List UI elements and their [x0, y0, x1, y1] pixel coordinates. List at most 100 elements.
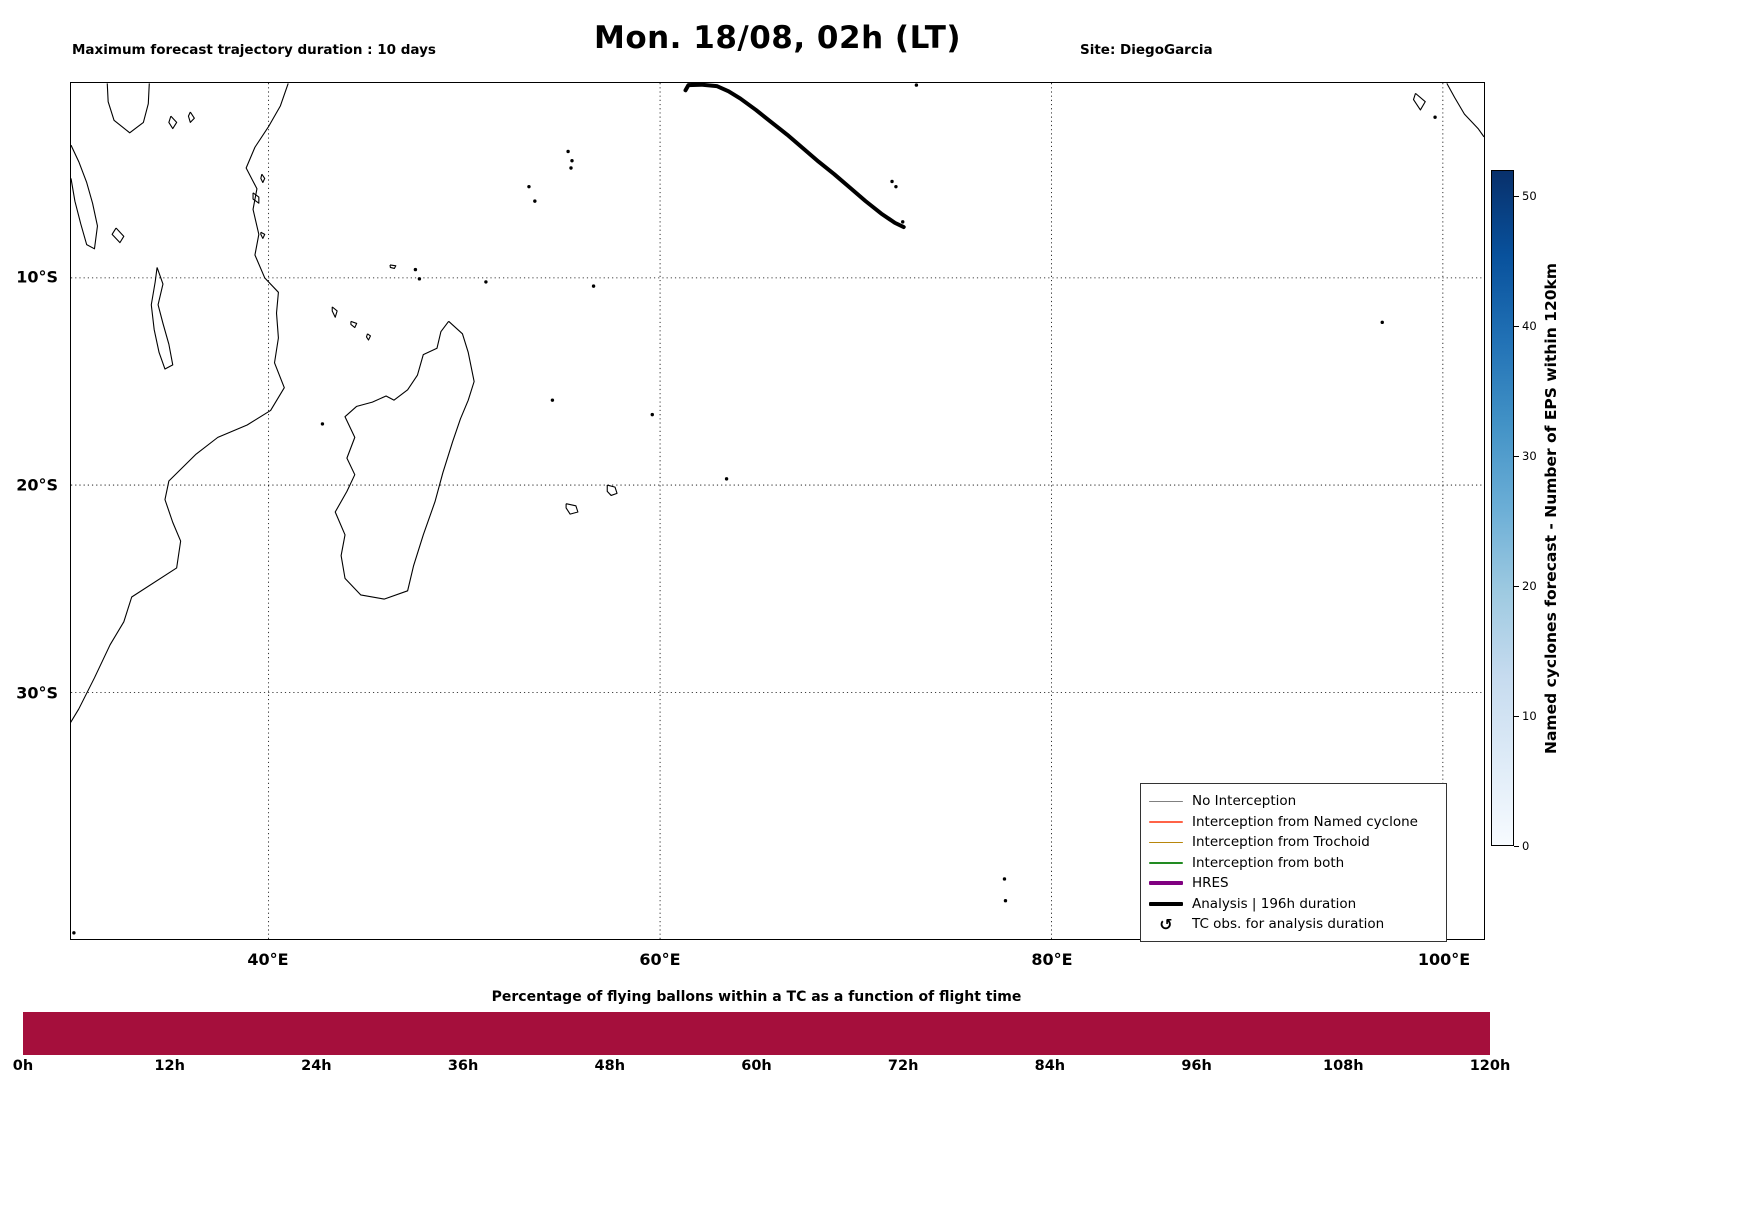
- orange-line-sample: [1149, 821, 1183, 823]
- colorbar-tick-label: 50: [1514, 189, 1537, 203]
- island-dot: [650, 412, 654, 417]
- colorbar-tick-label: 30: [1514, 449, 1537, 463]
- legend-label: Interception from Named cyclone: [1192, 813, 1418, 830]
- island-dot: [527, 184, 531, 189]
- flight-time-axis-labels: 0h 12h 24h 36h 48h 60h 72h 84h 96h 108h 120h: [13, 1058, 1511, 1082]
- island-dot: [894, 184, 898, 189]
- legend-item: No Interception: [1149, 791, 1436, 812]
- coastline-reunion: [565, 503, 579, 515]
- colorbar-label: Named cyclones forecast - Number of EPS …: [1542, 262, 1560, 754]
- coastline-aldabra: [389, 264, 397, 270]
- island-dot: [417, 277, 422, 281]
- analysis-trajectory-line: [683, 83, 906, 230]
- coastline-lake-rukwa: [111, 227, 125, 244]
- coastline-africa-east-coast: [71, 83, 289, 723]
- flight-time-tick-label: 84h: [1034, 1058, 1066, 1074]
- legend-label: Analysis | 196h duration: [1192, 895, 1357, 912]
- coastline-pemba-island: [260, 173, 266, 184]
- island-dot: [1433, 115, 1437, 119]
- island-dot: [569, 166, 573, 170]
- legend-items: No Interception Interception from Named c…: [1149, 791, 1436, 935]
- purple-line-sample: [1149, 881, 1183, 886]
- longitude-tick-label: 40°E: [247, 950, 289, 969]
- latitude-axis-labels: 10°S 20°S 30°S: [0, 82, 64, 940]
- island-dot: [1002, 877, 1007, 881]
- island-dot: [570, 159, 574, 163]
- island-dot: [914, 83, 919, 87]
- longitude-tick-label: 100°E: [1417, 950, 1471, 969]
- flight-time-tick-label: 72h: [887, 1058, 919, 1074]
- coastline-madagascar: [334, 320, 475, 600]
- flight-time-tick-label: 36h: [447, 1058, 479, 1074]
- black-line-sample: [1149, 901, 1183, 906]
- legend-label: TC obs. for analysis duration: [1192, 916, 1385, 933]
- legend-item: Analysis | 196h duration: [1149, 894, 1436, 915]
- island-dot: [566, 149, 570, 154]
- colorbar-tick-label: 0: [1514, 839, 1529, 853]
- coastline-lake-eyasi: [168, 115, 178, 130]
- latitude-tick-label: 10°S: [16, 267, 58, 287]
- olive-line-sample: [1149, 841, 1183, 843]
- flight-time-tick-label: 0h: [12, 1058, 34, 1074]
- legend-item: HRES: [1149, 873, 1436, 894]
- legend-label: Interception from Trochoid: [1192, 834, 1370, 851]
- coastline-sumatra-coast: [1446, 83, 1484, 138]
- flight-time-percentage-strip: [23, 1012, 1490, 1055]
- map-legend: No Interception Interception from Named c…: [1140, 783, 1447, 942]
- island-dot: [591, 284, 596, 288]
- coastline-mayotte: [365, 333, 372, 341]
- colorbar-label-wrap: Named cyclones forecast - Number of EPS …: [1536, 170, 1566, 846]
- flight-time-tick-label: 12h: [154, 1058, 185, 1074]
- legend-label: No Interception: [1192, 793, 1297, 810]
- colorbar-gradient: [1491, 170, 1514, 846]
- param-line: Maximum forecast trajectory duration : 1…: [72, 42, 436, 58]
- coastline-lake-victoria: [106, 83, 150, 134]
- flight-time-tick-label: 48h: [594, 1058, 626, 1074]
- olive-line-sample: [1149, 841, 1183, 843]
- green-line-sample: [1149, 862, 1183, 864]
- coastline-anjouan: [350, 320, 358, 329]
- colorbar-tick-label: 20: [1514, 579, 1537, 593]
- latitude-tick-label: 30°S: [16, 683, 58, 703]
- green-line-sample: [1149, 862, 1183, 864]
- colorbar-tick-label: 40: [1514, 319, 1537, 333]
- flight-time-tick-label: 96h: [1181, 1058, 1212, 1074]
- coastline-mauritius: [606, 484, 618, 496]
- coastline-grande-comore: [331, 306, 338, 318]
- purple-line-sample: [1149, 881, 1183, 886]
- gray-line-sample: [1149, 800, 1183, 802]
- orange-line-sample: [1149, 821, 1183, 823]
- coastline-lake-tanganyika: [71, 144, 99, 250]
- black-line-sample: [1149, 901, 1183, 906]
- island-dot: [550, 398, 555, 402]
- colorbar-tick-label: 10: [1514, 709, 1537, 723]
- legend-item: Interception from both: [1149, 853, 1436, 874]
- param-line: Site: DiegoGarcia: [1080, 42, 1213, 58]
- coastline-mafia-island: [260, 231, 266, 239]
- island-dot: [901, 220, 905, 224]
- island-dot: [1380, 320, 1384, 325]
- island-dot: [72, 931, 76, 935]
- island-dot: [484, 280, 488, 284]
- legend-item: ↺ TC obs. for analysis duration: [1149, 914, 1436, 935]
- legend-label: Interception from both: [1192, 854, 1345, 871]
- longitude-tick-label: 60°E: [639, 950, 681, 969]
- colorbar-ticks: 0 10 20 30 40 50: [1514, 170, 1560, 853]
- coastline-zanzibar-island: [252, 192, 260, 204]
- island-dot: [1003, 898, 1008, 903]
- flight-time-tick-label: 120h: [1469, 1058, 1511, 1074]
- longitude-axis-labels: 40°E 60°E 80°E 100°E: [70, 946, 1485, 974]
- flight-time-tick-label: 60h: [741, 1058, 772, 1074]
- island-dot: [320, 422, 325, 426]
- legend-label: HRES: [1192, 875, 1229, 892]
- island-dot: [724, 477, 729, 481]
- page-title: Mon. 18/08, 02h (LT): [593, 20, 962, 56]
- flight-time-tick-label: 108h: [1323, 1058, 1364, 1074]
- flight-time-chart-title: Percentage of flying ballons within a TC…: [491, 989, 1022, 1005]
- island-dot: [413, 267, 418, 272]
- coastline-siberut: [1412, 92, 1426, 111]
- island-dot: [890, 179, 894, 184]
- coastline-lake-natron: [187, 111, 195, 123]
- gray-line-sample: [1149, 800, 1183, 802]
